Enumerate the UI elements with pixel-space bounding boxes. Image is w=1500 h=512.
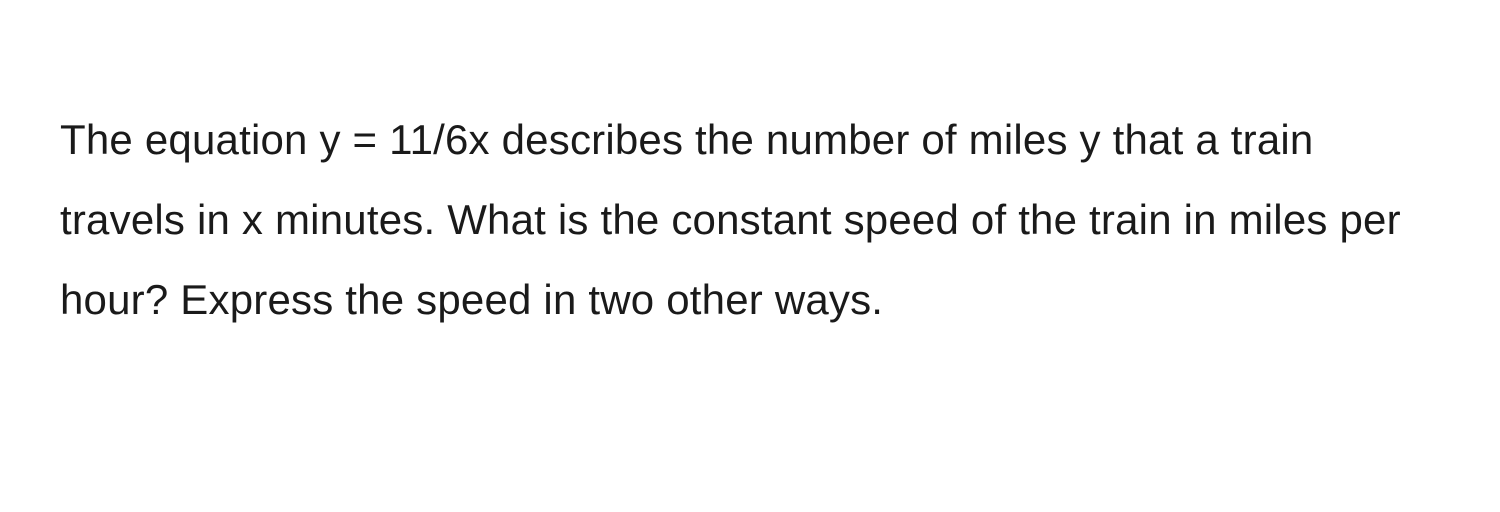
problem-text: The equation y = 11/6x describes the num…: [60, 100, 1440, 339]
problem-container: The equation y = 11/6x describes the num…: [0, 0, 1500, 339]
